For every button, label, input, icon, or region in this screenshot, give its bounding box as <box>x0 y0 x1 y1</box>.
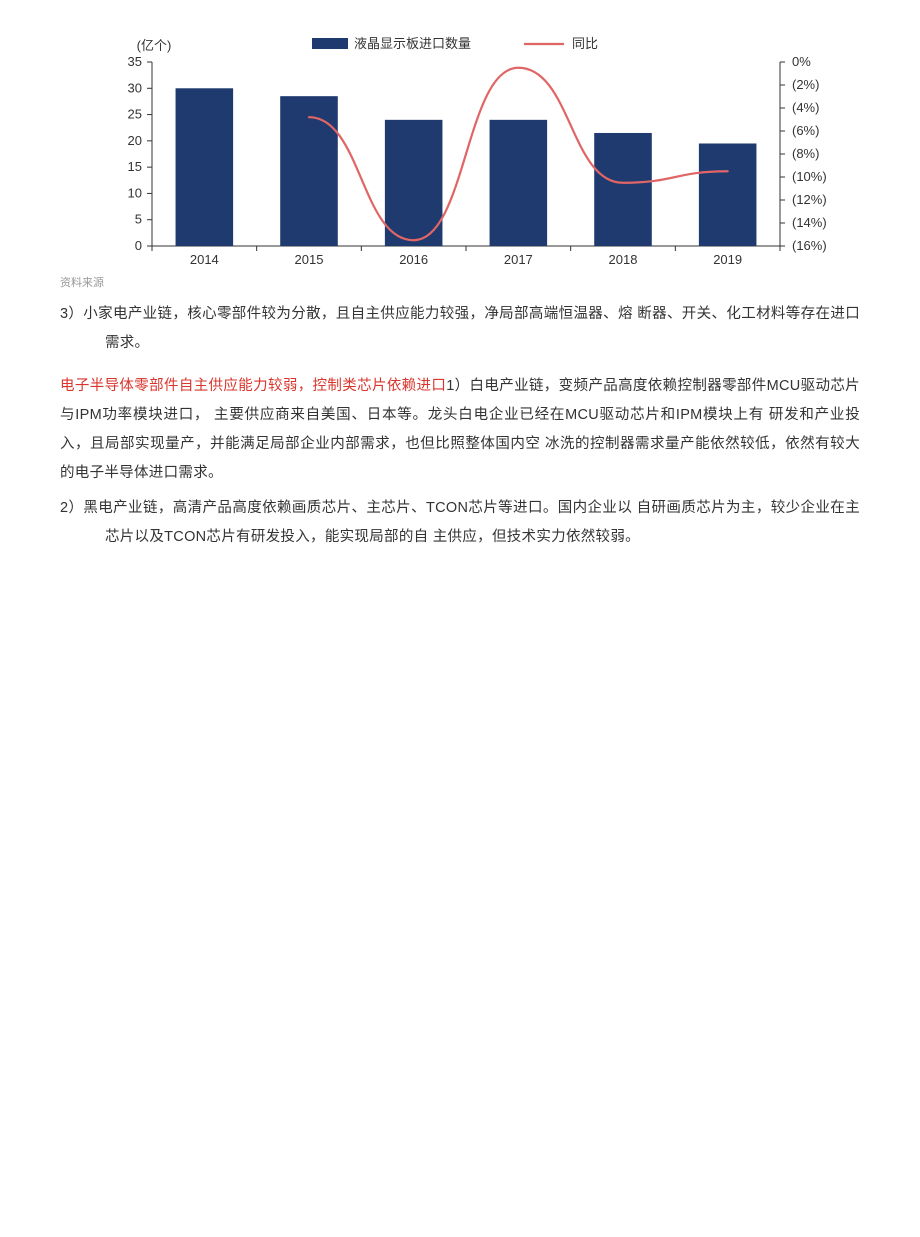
svg-text:(12%): (12%) <box>792 192 827 207</box>
svg-text:(2%): (2%) <box>792 77 819 92</box>
svg-text:2014: 2014 <box>190 252 219 267</box>
document-page: (亿个) 液晶显示板进口数量 同比 0 5 10 15 20 25 30 35 0% (2%) (4%) (… <box>0 0 920 1237</box>
svg-text:15: 15 <box>128 159 142 174</box>
import-chart: (亿个) 液晶显示板进口数量 同比 0 5 10 15 20 25 30 35 0% (2%) (4%) (… <box>80 30 840 270</box>
svg-text:(14%): (14%) <box>792 215 827 230</box>
chart-svg: (亿个) 液晶显示板进口数量 同比 0 5 10 15 20 25 30 35 0% (2%) (4%) (… <box>80 30 840 270</box>
svg-text:35: 35 <box>128 54 142 69</box>
svg-text:同比: 同比 <box>572 36 598 51</box>
svg-text:2018: 2018 <box>609 252 638 267</box>
svg-text:(16%): (16%) <box>792 238 827 253</box>
svg-text:0: 0 <box>135 238 142 253</box>
svg-text:10: 10 <box>128 185 142 200</box>
svg-text:(6%): (6%) <box>792 123 819 138</box>
source-note: 资料来源 <box>60 274 860 290</box>
svg-text:2017: 2017 <box>504 252 533 267</box>
paragraph-2: 2）黑电产业链，高清产品高度依赖画质芯片、主芯片、TCON芯片等进口。国内企业以… <box>60 494 860 552</box>
svg-text:(亿个): (亿个) <box>137 38 172 53</box>
paragraph-red: 电子半导体零部件自主供应能力较弱，控制类芯片依赖进口1）白电产业链，变频产品高度… <box>60 372 860 488</box>
red-lead: 电子半导体零部件自主供应能力较弱，控制类芯片依赖进口 <box>60 378 446 394</box>
paragraph-3: 3）小家电产业链，核心零部件较为分散，且自主供应能力较强，净局部高端恒温器、熔 … <box>60 300 860 358</box>
svg-text:2015: 2015 <box>295 252 324 267</box>
svg-text:液晶显示板进口数量: 液晶显示板进口数量 <box>354 36 471 51</box>
svg-text:30: 30 <box>128 80 142 95</box>
svg-text:20: 20 <box>128 133 142 148</box>
svg-text:(4%): (4%) <box>792 100 819 115</box>
svg-text:(8%): (8%) <box>792 146 819 161</box>
svg-text:25: 25 <box>128 107 142 122</box>
svg-text:5: 5 <box>135 212 142 227</box>
svg-text:2019: 2019 <box>713 252 742 267</box>
svg-text:2016: 2016 <box>399 252 428 267</box>
svg-text:(10%): (10%) <box>792 169 827 184</box>
svg-text:0%: 0% <box>792 54 811 69</box>
